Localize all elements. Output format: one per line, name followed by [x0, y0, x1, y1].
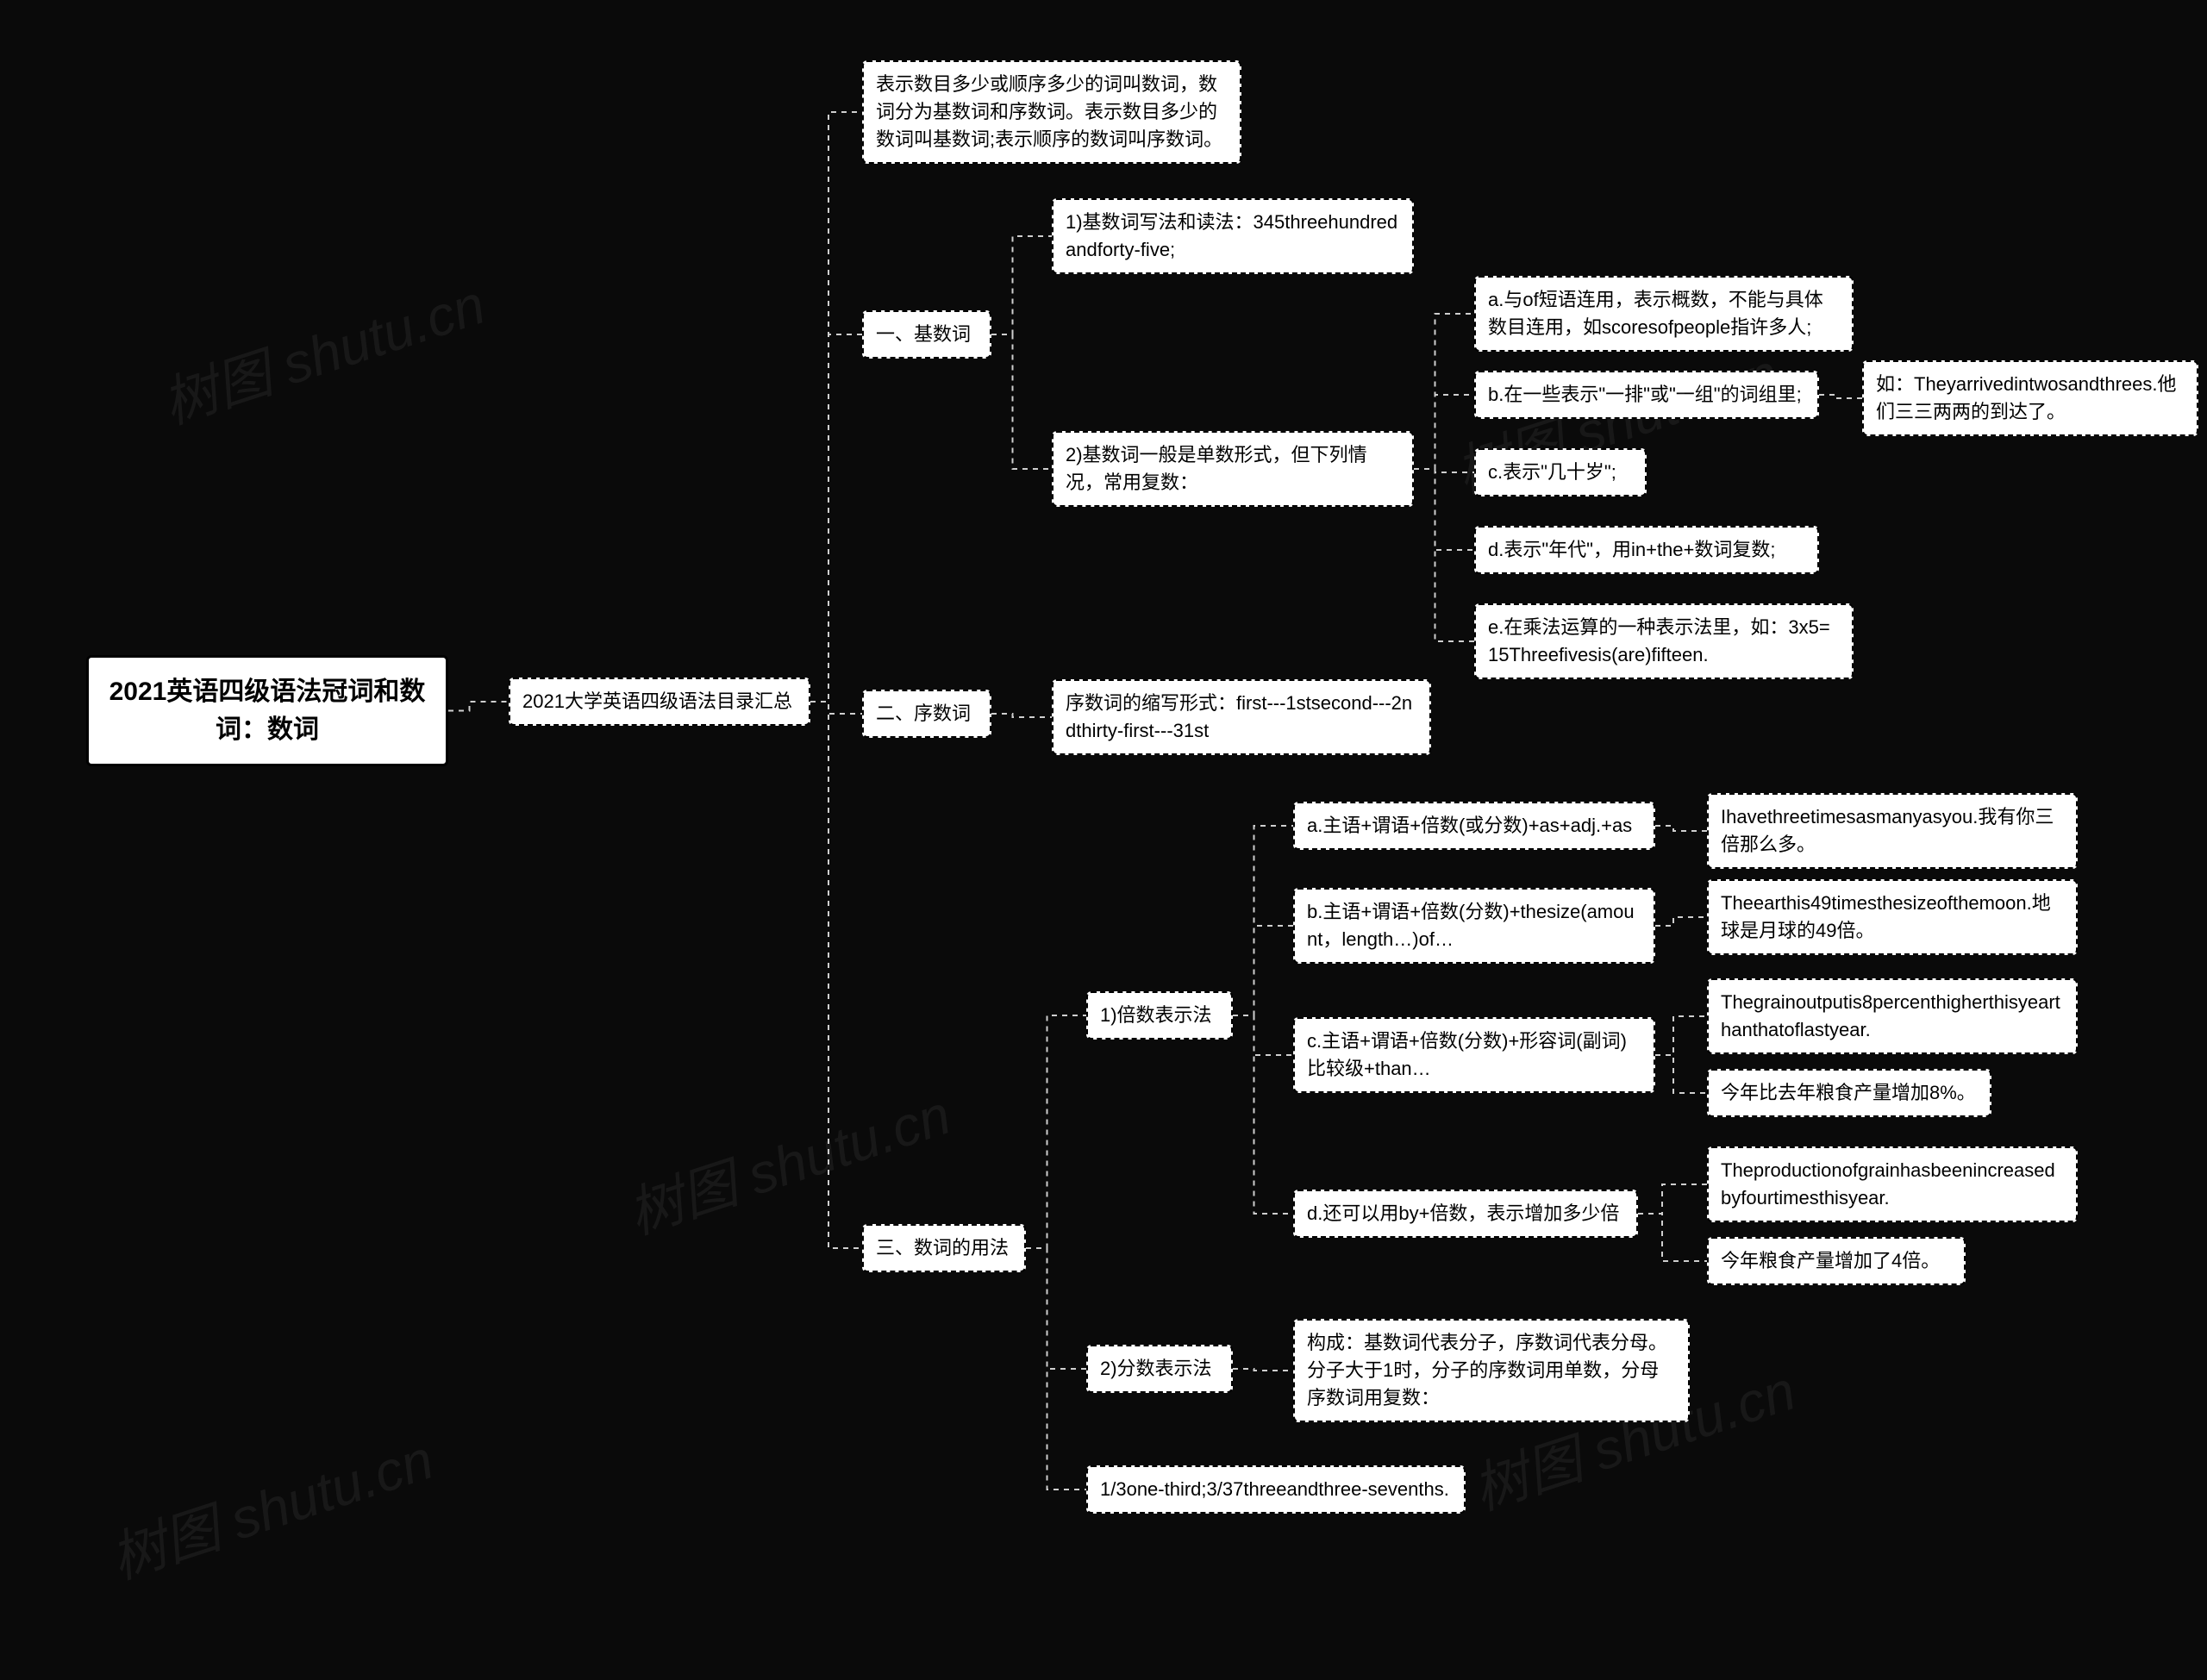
edge-catalog-s3	[810, 702, 862, 1248]
mindmap-node-s2_1[interactable]: 序数词的缩写形式：first---1stsecond---2ndthirty-f…	[1052, 679, 1431, 755]
mindmap-node-s3_1b[interactable]: b.主语+谓语+倍数(分数)+thesize(amount，length…)of…	[1293, 888, 1655, 964]
edge-s3_1a-s3_1a_ex	[1655, 826, 1707, 831]
mindmap-node-s3_1d_ex1[interactable]: Theproductionofgrainhasbeenincreasedbyfo…	[1707, 1146, 2078, 1222]
mindmap-node-s3_3[interactable]: 1/3one-third;3/37threeandthree-sevenths.	[1086, 1465, 1466, 1514]
mindmap-node-s3_1[interactable]: 1)倍数表示法	[1086, 991, 1233, 1040]
watermark: 树图 shutu.cn	[151, 260, 493, 439]
edge-s3_2-s3_2_1	[1233, 1369, 1293, 1371]
edge-s3-s3_1	[1026, 1015, 1086, 1248]
mindmap-node-s3_1b_ex[interactable]: Theearthis49timesthesizeofthemoon.地球是月球的…	[1707, 879, 2078, 955]
mindmap-node-s1[interactable]: 一、基数词	[862, 310, 991, 359]
mindmap-node-intro[interactable]: 表示数目多少或顺序多少的词叫数词，数词分为基数词和序数词。表示数目多少的数词叫基…	[862, 60, 1241, 164]
edge-s3-s3_3	[1026, 1248, 1086, 1490]
mindmap-node-s1_2c[interactable]: c.表示"几十岁";	[1474, 448, 1647, 497]
edge-s1-s1_1	[991, 236, 1052, 334]
mindmap-node-catalog[interactable]: 2021大学英语四级语法目录汇总	[509, 678, 810, 726]
edge-s1_2-s1_2d	[1414, 469, 1474, 550]
mindmap-node-s2[interactable]: 二、序数词	[862, 690, 991, 738]
edge-s2-s2_1	[991, 714, 1052, 717]
edge-s1_2-s1_2a	[1414, 314, 1474, 469]
edge-catalog-s1	[810, 334, 862, 702]
edge-s3_1d-s3_1d_ex2	[1638, 1214, 1707, 1261]
edge-s1-s1_2	[991, 334, 1052, 469]
watermark: 树图 shutu.cn	[99, 1415, 441, 1594]
mindmap-node-s3_1d[interactable]: d.还可以用by+倍数，表示增加多少倍	[1293, 1190, 1638, 1238]
edge-catalog-intro	[810, 112, 862, 702]
edge-s3_1-s3_1d	[1233, 1015, 1293, 1214]
mindmap-node-s1_2b[interactable]: b.在一些表示"一排"或"一组"的词组里;	[1474, 371, 1819, 419]
edge-s3_1-s3_1a	[1233, 826, 1293, 1015]
edge-s3_1-s3_1c	[1233, 1015, 1293, 1055]
edge-s1_2b-s1_2b_ex	[1819, 395, 1862, 398]
edge-catalog-s2	[810, 702, 862, 714]
mindmap-node-s1_2[interactable]: 2)基数词一般是单数形式，但下列情况，常用复数：	[1052, 431, 1414, 507]
mindmap-node-s3[interactable]: 三、数词的用法	[862, 1224, 1026, 1272]
edge-s3_1c-s3_1c_ex1	[1655, 1016, 1707, 1055]
edge-s3_1b-s3_1b_ex	[1655, 917, 1707, 926]
mindmap-node-s1_2d[interactable]: d.表示"年代"，用in+the+数词复数;	[1474, 526, 1819, 574]
edge-s1_2-s1_2c	[1414, 469, 1474, 472]
edge-root-catalog	[448, 702, 509, 711]
edge-s1_2-s1_2b	[1414, 395, 1474, 469]
edge-s3-s3_2	[1026, 1248, 1086, 1369]
mindmap-node-s3_1c_ex1[interactable]: Thegrainoutputis8percenthigherthisyearth…	[1707, 978, 2078, 1054]
mindmap-node-root[interactable]: 2021英语四级语法冠词和数词：数词	[86, 655, 448, 766]
edge-s1_2-s1_2e	[1414, 469, 1474, 641]
mindmap-node-s1_1[interactable]: 1)基数词写法和读法：345threehundredandforty-five;	[1052, 198, 1414, 274]
mindmap-node-s3_2[interactable]: 2)分数表示法	[1086, 1345, 1233, 1393]
watermark: 树图 shutu.cn	[616, 1071, 959, 1249]
mindmap-node-s1_2a[interactable]: a.与of短语连用，表示概数，不能与具体数目连用，如scoresofpeople…	[1474, 276, 1854, 352]
edge-s3_1d-s3_1d_ex1	[1638, 1184, 1707, 1214]
mindmap-node-s3_1c[interactable]: c.主语+谓语+倍数(分数)+形容词(副词)比较级+than…	[1293, 1017, 1655, 1093]
mindmap-node-s1_2b_ex[interactable]: 如：Theyarrivedintwosandthrees.他们三三两两的到达了。	[1862, 360, 2198, 436]
mindmap-node-s3_1a[interactable]: a.主语+谓语+倍数(或分数)+as+adj.+as	[1293, 802, 1655, 850]
edge-s3_1c-s3_1c_ex2	[1655, 1055, 1707, 1093]
mindmap-node-s3_1c_ex2[interactable]: 今年比去年粮食产量增加8%。	[1707, 1069, 1991, 1117]
mindmap-node-s3_2_1[interactable]: 构成：基数词代表分子，序数词代表分母。分子大于1时，分子的序数词用单数，分母序数…	[1293, 1319, 1690, 1422]
mindmap-node-s1_2e[interactable]: e.在乘法运算的一种表示法里，如：3x5=15Threefivesis(are)…	[1474, 603, 1854, 679]
mindmap-node-s3_1a_ex[interactable]: Ihavethreetimesasmanyasyou.我有你三倍那么多。	[1707, 793, 2078, 869]
mindmap-node-s3_1d_ex2[interactable]: 今年粮食产量增加了4倍。	[1707, 1237, 1966, 1285]
edge-s3_1-s3_1b	[1233, 926, 1293, 1015]
